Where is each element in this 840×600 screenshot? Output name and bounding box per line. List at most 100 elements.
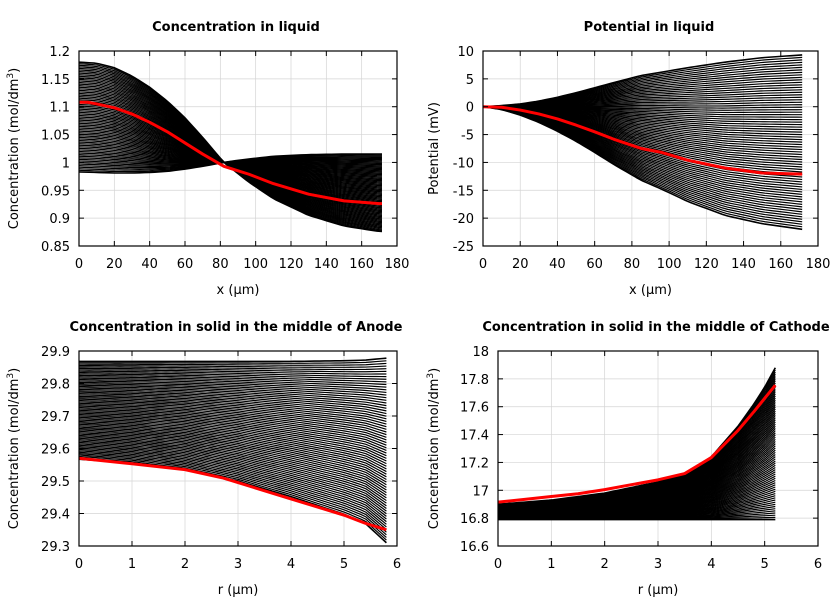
y-axis: 16.6 16.8 17 17.2 17.4 17.6 17.8 18 (460, 345, 818, 555)
x-tick-label: 0 (75, 557, 83, 572)
series-line (78, 369, 387, 375)
x-tick-label: 100 (243, 257, 268, 272)
y-tick-label: 29.8 (41, 378, 70, 393)
plot-frame (482, 50, 819, 247)
chart-anode-solid-concentration: Concentration in solid in the middle of … (6, 320, 403, 598)
series-line (78, 448, 387, 525)
x-tick-label: 60 (177, 257, 194, 272)
y-tick-label: 0 (466, 101, 474, 116)
series-line (78, 406, 387, 446)
y-tick-label: 29.3 (41, 540, 70, 555)
series-group (78, 357, 387, 544)
x-tick-label: 20 (512, 257, 529, 272)
series-line (78, 381, 387, 399)
chart-title: Potential in liquid (584, 20, 715, 35)
series-group (482, 54, 803, 231)
y-tick-label: -15 (453, 184, 474, 199)
y-axis-label: Concentration (mol/dm3) (6, 68, 22, 230)
series-line (78, 418, 387, 467)
x-tick-label: 3 (654, 557, 662, 572)
series-line (78, 395, 387, 425)
y-axis-label-tail: ) (427, 368, 442, 373)
y-tick-label: 1.05 (41, 129, 70, 144)
x-tick-label: 120 (694, 257, 719, 272)
series-line (78, 388, 387, 412)
y-tick-label: 10 (457, 45, 474, 60)
x-axis-label: r (µm) (218, 583, 259, 598)
series-line (78, 385, 387, 407)
series-line (78, 364, 387, 368)
series-line (78, 404, 387, 441)
x-tick-label: 180 (806, 257, 831, 272)
series-line (78, 362, 387, 366)
series-line (78, 426, 387, 483)
series-line (78, 373, 387, 383)
x-axis: 0 1 2 3 4 5 6 (75, 351, 401, 572)
x-axis: 0 20 40 60 80 100 120 140 160 180 (479, 51, 831, 272)
series-line (78, 405, 387, 444)
chart-title: Concentration in solid in the middle of … (70, 320, 403, 335)
x-tick-label: 3 (234, 557, 242, 572)
y-axis-label-tail: ) (7, 368, 22, 373)
series-line (78, 439, 387, 507)
x-axis: 0 1 2 3 4 5 6 (494, 351, 822, 572)
y-tick-label: 16.8 (460, 512, 489, 527)
series-line (78, 443, 387, 515)
series-line (78, 376, 387, 388)
y-tick-label: -10 (453, 156, 474, 171)
y-axis-label-base: Concentration (mol/dm (7, 379, 22, 530)
series-line (78, 446, 387, 520)
y-axis: 0.85 0.9 0.95 1 1.05 1.1 1.15 1.2 (41, 45, 397, 255)
y-tick-label: 29.6 (41, 443, 70, 458)
x-tick-label: 160 (768, 257, 793, 272)
series-line (78, 408, 387, 449)
series-line (78, 392, 387, 420)
x-tick-label: 0 (479, 257, 487, 272)
y-axis-label: Potential (mV) (427, 102, 442, 195)
x-tick-label: 140 (314, 257, 339, 272)
series-line (78, 153, 382, 174)
series-line (79, 360, 387, 364)
x-tick-label: 20 (106, 257, 123, 272)
y-axis: -25 -20 -15 -10 -5 0 5 10 (453, 45, 818, 255)
series-line (78, 433, 387, 496)
series-line (78, 391, 387, 417)
series-line (78, 377, 387, 391)
series-line (78, 455, 387, 538)
series-line (78, 370, 387, 378)
y-tick-label: 17.2 (460, 456, 489, 471)
y-tick-label: 0.9 (49, 212, 70, 227)
y-tick-label: 5 (466, 73, 474, 88)
series-line (78, 409, 387, 452)
series-group (78, 61, 383, 233)
series-line (78, 440, 387, 509)
series-line (78, 367, 387, 373)
y-tick-label: 0.95 (41, 184, 70, 199)
x-tick-label: 140 (731, 257, 756, 272)
x-tick-label: 2 (181, 557, 189, 572)
x-tick-label: 100 (657, 257, 682, 272)
series-line (78, 444, 387, 517)
series-line-red (482, 105, 803, 176)
x-tick-label: 4 (287, 557, 295, 572)
y-axis-label-sup: 3 (6, 73, 16, 79)
series-line (78, 436, 387, 502)
y-tick-label: -20 (453, 212, 474, 227)
x-tick-label: 180 (385, 257, 410, 272)
chart-title: Concentration in solid in the middle of … (482, 320, 830, 335)
series-line (78, 394, 387, 423)
series-line (78, 454, 387, 536)
series-line (78, 453, 387, 533)
series-line (78, 384, 387, 404)
x-tick-label: 40 (549, 257, 566, 272)
y-tick-label: 1.1 (49, 101, 70, 116)
y-tick-label: 16.6 (460, 540, 489, 555)
x-tick-label: 160 (349, 257, 374, 272)
y-tick-label: 1.15 (41, 73, 70, 88)
chart-concentration-liquid: Concentration in liquid 0 20 40 60 80 100 120 14… (6, 20, 409, 298)
series-line (78, 397, 387, 428)
series-line (78, 420, 387, 473)
series-line (78, 416, 387, 465)
